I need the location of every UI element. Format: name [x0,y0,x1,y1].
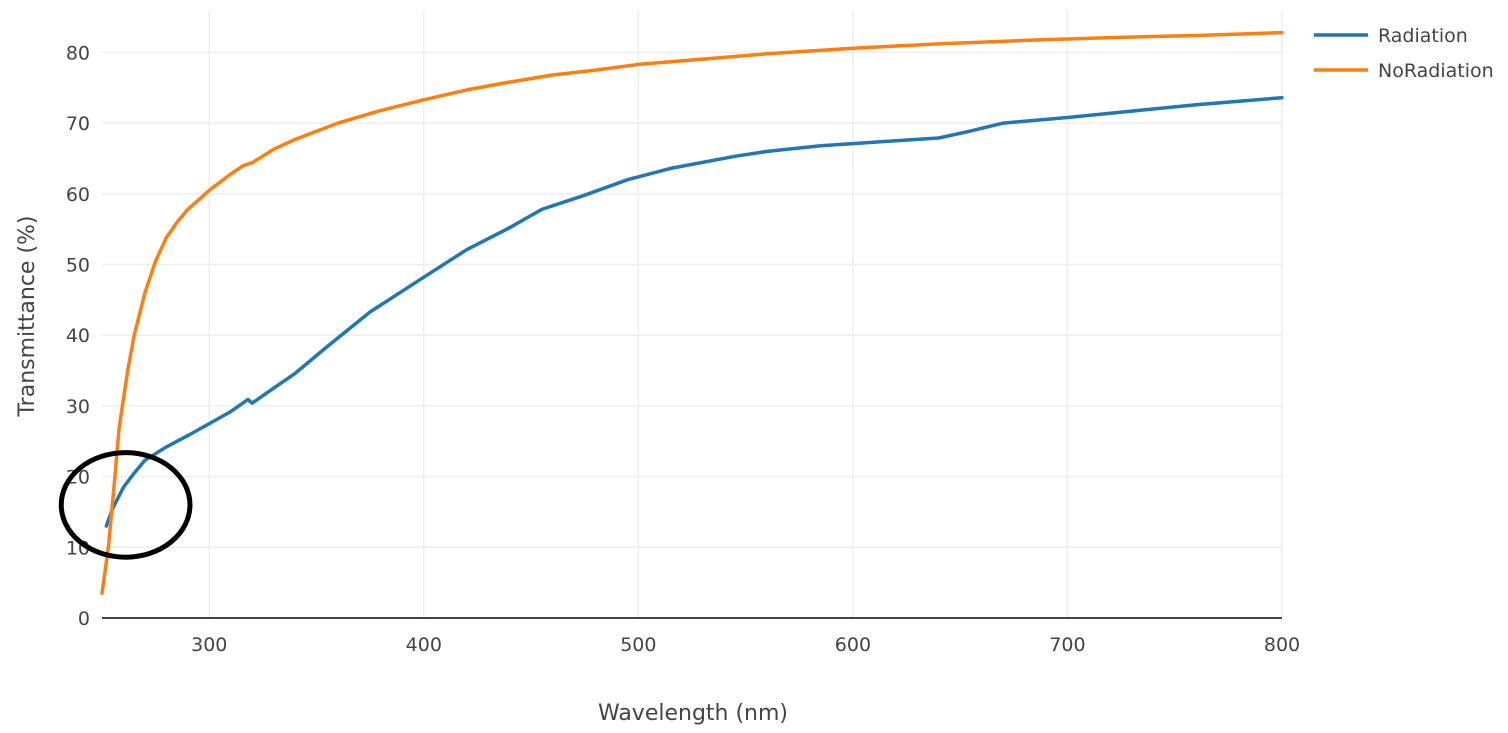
series-line-radiation [104,95,1284,528]
y-tick-label: 80 [66,42,90,64]
x-tick-label: 700 [1049,634,1085,656]
x-axis-title: Wavelength (nm) [598,701,788,726]
x-tick-label: 800 [1264,634,1300,656]
y-tick-label: 60 [66,184,90,206]
x-tick-label: 600 [835,634,871,656]
legend-item-radiation[interactable]: Radiation [1314,25,1468,47]
series-line-noradiation [100,30,1284,596]
y-tick-label: 20 [66,467,90,489]
legend-label: Radiation [1378,25,1468,47]
grid [102,10,1283,618]
y-axis-title: Transmittance (%) [15,215,40,417]
legend[interactable]: Radiation NoRadiation [1314,25,1494,82]
legend-label: NoRadiation [1378,60,1494,82]
y-tick-label: 40 [66,325,90,347]
legend-item-noradiation[interactable]: NoRadiation [1314,60,1494,82]
annotations [58,450,193,560]
y-tick-label: 0 [78,608,90,630]
series [100,30,1284,596]
y-tick-label: 30 [66,396,90,418]
y-tick-label: 70 [66,113,90,135]
highlight-circle [58,450,193,560]
x-tick-label: 300 [191,634,227,656]
x-tick-label: 500 [620,634,656,656]
y-tick-label: 50 [66,255,90,277]
x-tick-label: 400 [406,634,442,656]
